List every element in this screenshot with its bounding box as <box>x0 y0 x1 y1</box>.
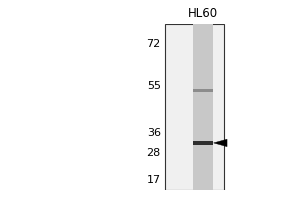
Text: 72: 72 <box>147 39 161 49</box>
Text: 55: 55 <box>147 81 161 91</box>
Text: HL60: HL60 <box>188 7 218 20</box>
FancyBboxPatch shape <box>165 24 224 190</box>
FancyBboxPatch shape <box>194 89 213 92</box>
FancyBboxPatch shape <box>194 141 213 145</box>
Polygon shape <box>214 139 227 147</box>
Text: 36: 36 <box>147 128 161 138</box>
Text: 17: 17 <box>147 175 161 185</box>
FancyBboxPatch shape <box>194 24 213 190</box>
Text: 28: 28 <box>147 148 161 158</box>
